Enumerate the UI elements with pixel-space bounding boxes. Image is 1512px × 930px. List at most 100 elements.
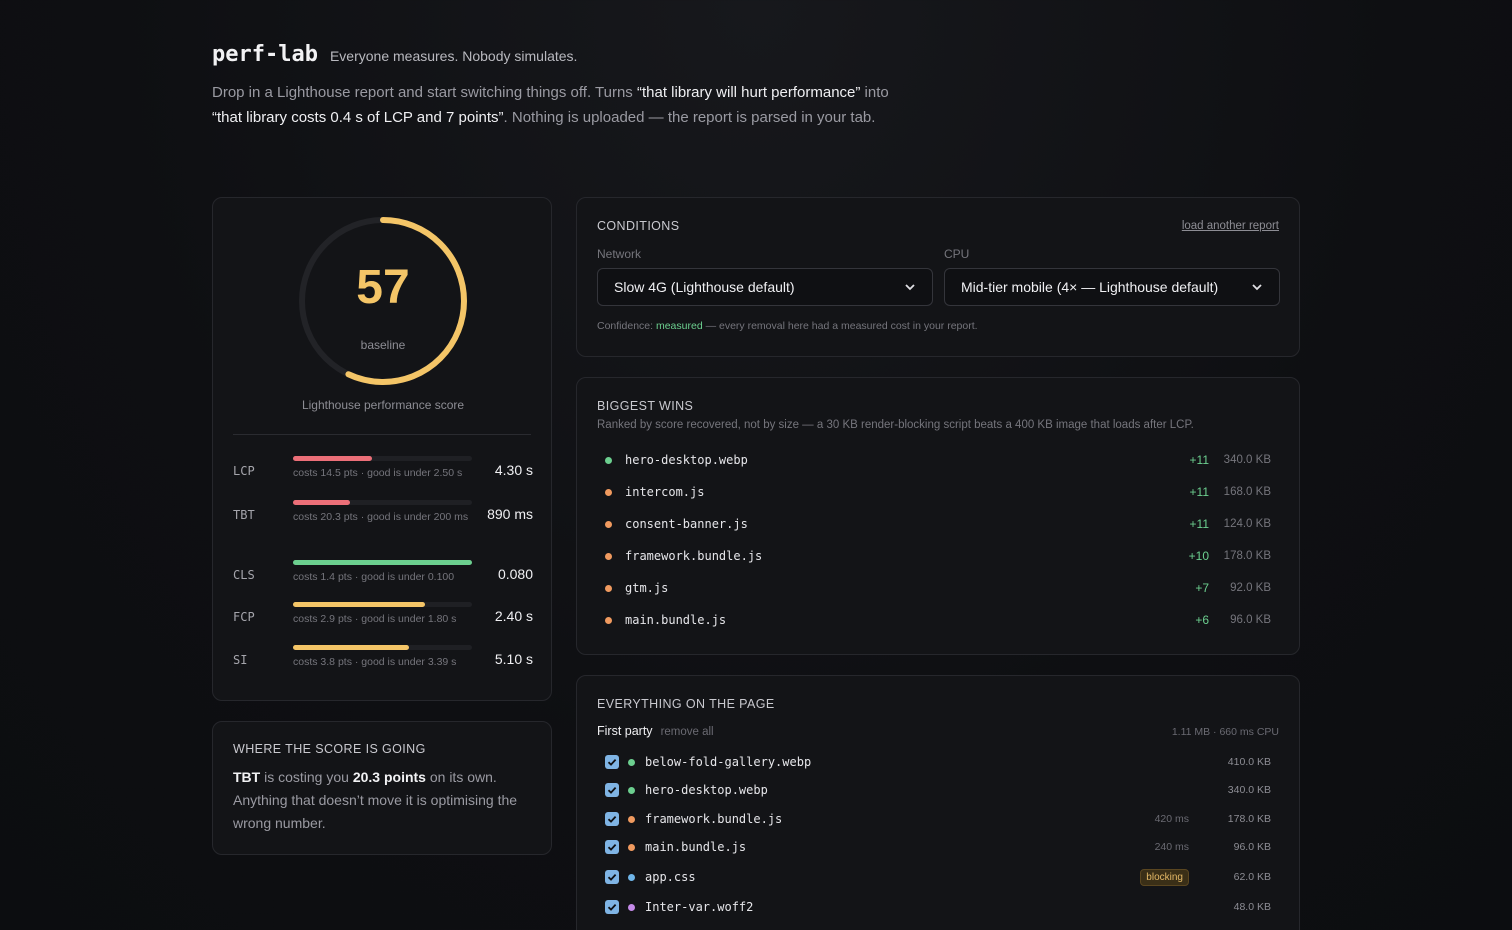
win-item[interactable]: gtm.js +7 92.0 KB	[597, 578, 1271, 598]
brand-title: perf-lab	[212, 42, 318, 67]
network-select-value: Slow 4G (Lighthouse default)	[614, 279, 795, 295]
where-text: TBT is costing you 20.3 points on its ow…	[233, 769, 518, 831]
party-title: First party	[597, 724, 653, 738]
win-points: +10	[1188, 549, 1209, 563]
check-icon	[607, 758, 617, 766]
check-icon	[607, 843, 617, 851]
metric-name: TBT	[233, 508, 255, 522]
metric-bar-fill	[293, 602, 426, 607]
type-dot	[628, 786, 635, 794]
score-arc	[299, 217, 467, 385]
confidence-note: Confidence: measured — every removal her…	[597, 320, 978, 332]
resource-row: main.bundle.js 240 ms 96.0 KB	[605, 837, 1271, 857]
metric-name: SI	[233, 653, 248, 667]
type-dot	[605, 552, 612, 560]
resource-row: app.css blocking 62.0 KB	[605, 867, 1271, 887]
metric-bar-fill	[293, 456, 372, 461]
resource-row: below-fold-gallery.webp 410.0 KB	[605, 752, 1271, 772]
metric-row: LCP costs 14.5 pts · good is under 2.50 s…	[233, 456, 533, 496]
win-name: hero-desktop.webp	[625, 453, 748, 467]
check-icon	[607, 815, 617, 823]
network-label: Network	[597, 247, 642, 261]
metric-bar-fill	[293, 560, 472, 565]
metric-row: FCP costs 2.9 pts · good is under 1.80 s 2…	[233, 602, 533, 642]
resource-checkbox[interactable]	[605, 840, 619, 854]
win-name: consent-banner.js	[625, 517, 748, 531]
resource-checkbox[interactable]	[605, 783, 619, 797]
check-icon	[607, 873, 617, 881]
win-item[interactable]: hero-desktop.webp +11 340.0 KB	[597, 450, 1271, 470]
resource-size: 178.0 KB	[1227, 813, 1271, 825]
metric-bar	[293, 456, 472, 461]
confidence-value: measured	[655, 320, 703, 332]
conditions-title: CONDITIONS	[597, 219, 680, 233]
win-points: +6	[1195, 613, 1209, 627]
score-value: 57	[356, 261, 410, 314]
win-item[interactable]: main.bundle.js +6 96.0 KB	[597, 610, 1271, 630]
metric-name: CLS	[233, 568, 255, 582]
win-size: 96.0 KB	[1230, 614, 1271, 626]
resource-checkbox[interactable]	[605, 812, 619, 826]
resource-cpu: 240 ms	[1154, 841, 1189, 853]
type-dot	[605, 584, 612, 592]
win-size: 168.0 KB	[1223, 486, 1271, 498]
type-dot	[628, 903, 635, 911]
metric-note: costs 3.8 pts · good is under 3.39 s	[293, 656, 457, 668]
metric-bar-fill	[293, 500, 351, 505]
party-summary: 1.11 MB · 660 ms CPU	[1171, 726, 1279, 738]
load-another-report-link[interactable]: load another report	[1181, 220, 1279, 232]
type-dot	[628, 873, 635, 881]
metric-row: CLS costs 1.4 pts · good is under 0.100 0.…	[233, 560, 533, 600]
blocking-badge: blocking	[1140, 868, 1189, 886]
resource-checkbox[interactable]	[605, 900, 619, 914]
metric-value: 5.10 s	[494, 651, 533, 667]
type-dot	[605, 488, 612, 496]
resource-checkbox[interactable]	[605, 870, 619, 884]
wins-title: BIGGEST WINS	[597, 399, 694, 413]
win-size: 124.0 KB	[1223, 518, 1271, 530]
resource-cpu: 420 ms	[1154, 813, 1189, 825]
resource-row: hero-desktop.webp 340.0 KB	[605, 780, 1271, 800]
win-name: main.bundle.js	[625, 613, 727, 627]
cpu-label: CPU	[944, 247, 970, 261]
check-icon	[607, 903, 617, 911]
type-dot	[605, 456, 612, 464]
score-caption: Lighthouse performance score	[301, 398, 465, 412]
resource-size: 340.0 KB	[1227, 784, 1271, 796]
resource-row: Inter-var.woff2 48.0 KB	[605, 897, 1271, 917]
check-icon	[607, 786, 617, 794]
intro-text: Drop in a Lighthouse report and start sw…	[212, 84, 889, 126]
network-select[interactable]: Slow 4G (Lighthouse default)	[597, 268, 933, 306]
win-points: +11	[1189, 517, 1209, 531]
win-size: 340.0 KB	[1223, 454, 1271, 466]
biggest-wins-card: BIGGEST WINS Ranked by score recovered, …	[576, 377, 1300, 655]
resource-size: 96.0 KB	[1233, 841, 1271, 853]
metric-bar-fill	[293, 645, 410, 650]
metric-value: 890 ms	[487, 506, 533, 522]
page-header: perf-lab Everyone measures. Nobody simul…	[212, 42, 912, 130]
win-size: 178.0 KB	[1223, 550, 1271, 562]
divider	[233, 434, 531, 435]
metric-value: 2.40 s	[494, 608, 533, 624]
metric-note: costs 2.9 pts · good is under 1.80 s	[293, 613, 457, 625]
type-dot	[605, 520, 612, 528]
win-item[interactable]: consent-banner.js +11 124.0 KB	[597, 514, 1271, 534]
type-dot	[628, 758, 635, 766]
resource-checkbox[interactable]	[605, 755, 619, 769]
remove-all-link[interactable]: remove all	[660, 726, 714, 738]
metric-bar	[293, 500, 472, 505]
win-item[interactable]: framework.bundle.js +10 178.0 KB	[597, 546, 1271, 566]
where-title: WHERE THE SCORE IS GOING	[233, 742, 426, 756]
cpu-select[interactable]: Mid-tier mobile (4× — Lighthouse default…	[944, 268, 1280, 306]
resource-name: framework.bundle.js	[645, 812, 783, 826]
win-name: intercom.js	[625, 485, 705, 499]
metric-row: TBT costs 20.3 pts · good is under 200 ms…	[233, 500, 533, 540]
metric-value: 0.080	[497, 566, 533, 582]
metric-bar	[293, 602, 472, 607]
everything-title: EVERYTHING ON THE PAGE	[597, 697, 775, 711]
metric-value: 4.30 s	[494, 462, 533, 478]
win-name: framework.bundle.js	[625, 549, 763, 563]
win-points: +7	[1195, 581, 1209, 595]
win-item[interactable]: intercom.js +11 168.0 KB	[597, 482, 1271, 502]
party-header: First party remove all 1.11 MB · 660 ms …	[597, 724, 1279, 738]
